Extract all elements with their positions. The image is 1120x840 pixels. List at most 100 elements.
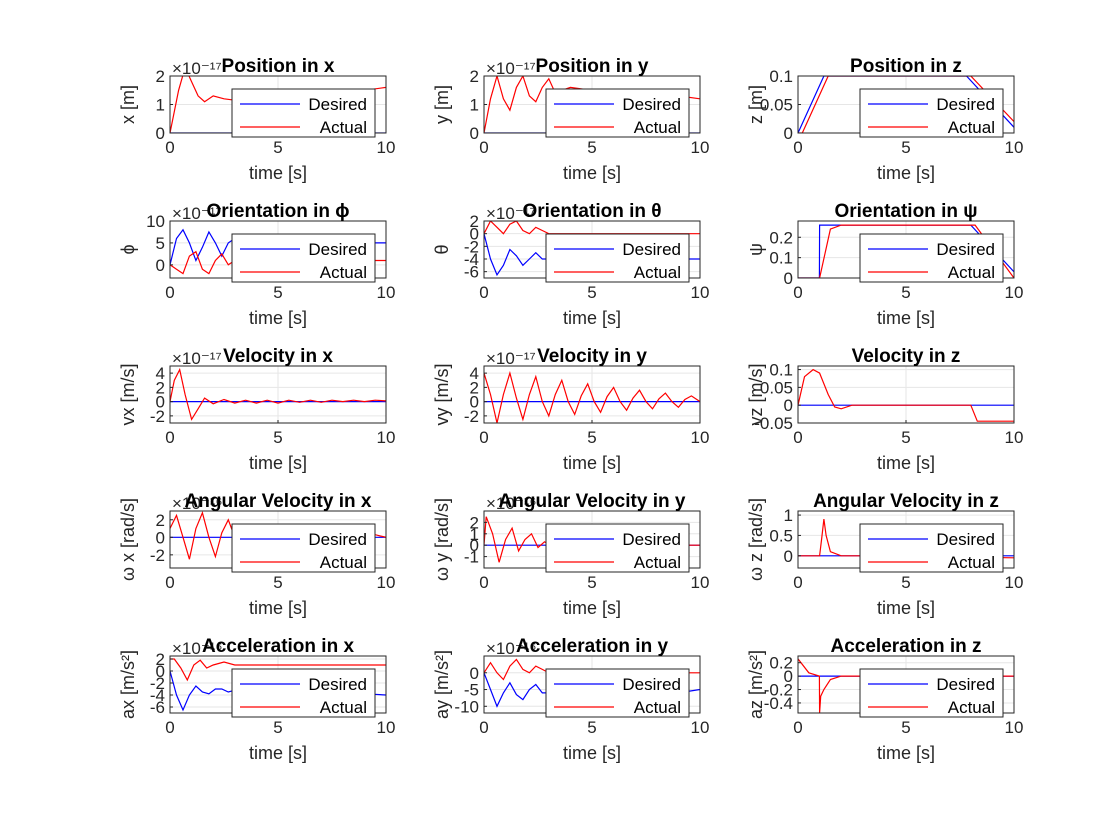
x-tick-label: 5 [273,138,282,157]
legend-label-desired: Desired [308,95,367,114]
y-tick-label: 0 [784,667,793,686]
y-axis-label: ψ [746,243,766,256]
x-tick-label: 5 [901,138,910,157]
x-axis-label: time [s] [249,453,307,473]
y-tick-label: 0 [156,124,165,143]
y-tick-label: 0.2 [769,228,793,247]
y-exponent-label: ×10⁻¹⁷ [486,204,536,223]
legend-label-desired: Desired [936,675,995,694]
x-tick-label: 0 [793,718,802,737]
legend-label-actual: Actual [320,263,367,282]
legend-label-desired: Desired [936,530,995,549]
series-line-actual [170,367,386,421]
y-axis-label: vy [m/s] [432,364,452,426]
legend-label-actual: Actual [948,553,995,572]
x-tick-label: 10 [1005,138,1024,157]
legend-label-actual: Actual [948,698,995,717]
legend-label-actual: Actual [320,553,367,572]
legend-label-desired: Desired [308,675,367,694]
x-axis-label: time [s] [563,743,621,763]
x-axis-label: time [s] [877,598,935,618]
y-axis-label: ω x [rad/s] [118,498,138,581]
subplot-title: Acceleration in y [516,636,668,657]
x-tick-label: 5 [901,428,910,447]
y-axis-label: ϕ [118,244,138,254]
legend-box [545,233,690,283]
x-tick-label: 0 [479,573,488,592]
legend-box [545,523,690,573]
x-tick-label: 0 [165,718,174,737]
y-tick-label: 0 [784,124,793,143]
subplot: 0 5 10 0 1 2 ×10⁻¹⁷ Position in x time [s] x [m] D… [118,56,395,183]
y-tick-label: -2 [464,407,479,426]
y-tick-label: 0 [156,528,165,547]
y-tick-label: 0.05 [760,96,793,115]
legend: Desired Actual [231,668,376,718]
y-axis-label: vx [m/s] [118,364,138,426]
x-axis-label: time [s] [877,453,935,473]
x-axis-label: time [s] [877,308,935,328]
legend-label-actual: Actual [634,698,681,717]
x-tick-label: 10 [377,138,396,157]
y-tick-label: 0 [156,256,165,275]
legend-label-desired: Desired [308,530,367,549]
x-tick-label: 0 [479,283,488,302]
legend: Desired Actual [859,668,1004,718]
y-tick-label: -0.05 [754,414,793,433]
y-tick-label: 2 [470,212,479,231]
subplot-title: Position in y [536,56,649,77]
legend-box [859,523,1004,573]
subplot-title: Acceleration in x [202,636,354,657]
x-tick-label: 10 [377,573,396,592]
subplot-title: Orientation in ψ [834,201,977,222]
legend-box [859,88,1004,138]
x-tick-label: 0 [165,283,174,302]
x-axis-label: time [s] [249,163,307,183]
legend-label-actual: Actual [320,118,367,137]
x-tick-label: 10 [377,718,396,737]
y-exponent-label: ×10⁻¹⁷ [172,59,222,78]
x-tick-label: 0 [793,138,802,157]
subplot-title: Orientation in θ [522,201,661,222]
y-tick-label: 0 [470,225,479,244]
x-tick-label: 0 [165,573,174,592]
y-tick-label: -0.4 [764,694,793,713]
legend-box [231,233,376,283]
y-tick-label: 0 [784,547,793,566]
y-exponent-label: ×10⁻¹⁶ [486,494,536,513]
y-axis-label: z [m] [746,85,766,124]
subplot-title: Acceleration in z [831,636,982,657]
legend: Desired Actual [859,233,1004,283]
legend: Desired Actual [545,523,690,573]
y-axis-label: ax [m/s²] [118,650,138,719]
subplot: 0 5 10 0 0.05 0.1 Position in z time [s] z [m] De… [746,56,1023,183]
y-tick-label: 0 [784,396,793,415]
x-tick-label: 0 [165,138,174,157]
y-tick-label: 0.5 [769,526,793,545]
y-axis-label: x [m] [118,85,138,124]
legend-label-actual: Actual [948,118,995,137]
subplot-title: Orientation in ϕ [206,201,349,222]
legend-label-desired: Desired [622,240,681,259]
x-tick-label: 10 [377,428,396,447]
y-tick-label: 2 [470,513,479,532]
legend-box [859,233,1004,283]
y-tick-label: 0 [470,124,479,143]
y-tick-label: 0.05 [760,378,793,397]
series-line-actual [798,76,1014,133]
x-tick-label: 10 [691,138,710,157]
y-tick-label: -6 [150,698,165,717]
subplot-title: Angular Velocity in x [185,491,372,512]
y-tick-label: 0 [156,393,165,412]
legend-label-desired: Desired [622,95,681,114]
x-tick-label: 10 [691,573,710,592]
x-axis-label: time [s] [563,163,621,183]
x-tick-label: 5 [587,718,596,737]
y-tick-label: -4 [150,686,165,705]
